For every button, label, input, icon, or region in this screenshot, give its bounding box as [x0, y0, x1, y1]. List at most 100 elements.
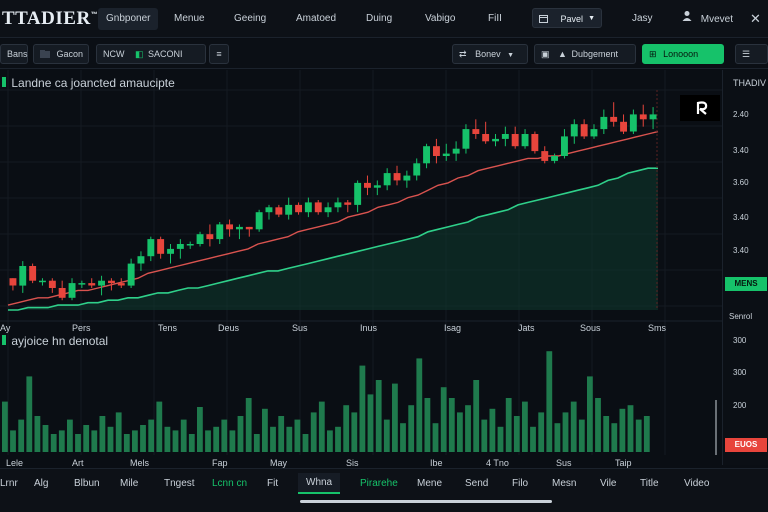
- volume-bar: [278, 416, 285, 452]
- x-label-6: Isag: [444, 323, 462, 333]
- volume-bar: [123, 434, 130, 452]
- nav-user-a[interactable]: Jasy: [632, 13, 653, 24]
- candle-body: [452, 148, 460, 154]
- volume-bar: [156, 401, 163, 452]
- volume-bar: [570, 401, 577, 452]
- nav-item-1[interactable]: Menue: [174, 13, 205, 24]
- bottom-item-10[interactable]: Send: [465, 478, 489, 489]
- close-icon[interactable]: ✕: [750, 11, 761, 26]
- bottom-item-5[interactable]: Lcnn cn: [212, 478, 248, 489]
- volume-bar: [489, 408, 496, 452]
- toolbar-document-label: Dubgement: [571, 49, 618, 59]
- candle-body: [176, 244, 184, 249]
- app-logo[interactable]: TTADIER™: [2, 8, 98, 30]
- bottom-item-8[interactable]: Pirarehe: [360, 478, 398, 489]
- toolbar-list-button[interactable]: ☰: [735, 44, 768, 64]
- volume-bar: [587, 376, 593, 452]
- nav-item-0[interactable]: Gnbponer: [98, 8, 159, 30]
- volume-bar: [262, 408, 268, 452]
- bottom-item-2[interactable]: Blbun: [74, 478, 100, 489]
- candle-body: [304, 202, 312, 213]
- chart-area[interactable]: Landne ca joancted amaucipte ayjoice hn …: [0, 70, 722, 468]
- candle-body: [147, 239, 155, 257]
- nav-item-2[interactable]: Geeing: [234, 13, 267, 24]
- chart-canvas[interactable]: [0, 70, 722, 465]
- bottom-item-0[interactable]: Lrnr: [0, 478, 18, 489]
- bottom-item-14[interactable]: Title: [640, 478, 659, 489]
- x-label-7: Jats: [518, 323, 535, 333]
- candle-body: [433, 146, 440, 156]
- price-level-3: 3.40: [733, 213, 749, 222]
- candle-body: [423, 146, 430, 164]
- volume-bar: [416, 358, 423, 452]
- volume-bar: [75, 434, 81, 452]
- nav-item-4[interactable]: Duing: [366, 13, 393, 24]
- volume-bar: [67, 419, 73, 452]
- toolbar-document-button[interactable]: ▣ ▲ Dubgement: [534, 44, 636, 64]
- symbol-field[interactable]: NCW ◧ SACONI: [96, 44, 206, 64]
- bottom-item-6[interactable]: Fit: [267, 478, 279, 489]
- volume-bar: [546, 351, 553, 452]
- volume-bar: [2, 401, 8, 452]
- volume-bar: [18, 419, 25, 452]
- bottom-item-4[interactable]: Tngest: [164, 478, 195, 489]
- toolbar-bonev-label: Bonev: [475, 49, 501, 59]
- x2-label-7: 4 Tno: [486, 458, 509, 468]
- volume-bar: [465, 405, 471, 452]
- bottom-item-1[interactable]: Alg: [34, 478, 49, 489]
- bottom-item-15[interactable]: Video: [684, 478, 710, 489]
- candle-body: [462, 129, 470, 149]
- bottom-item-13[interactable]: Vile: [600, 478, 617, 489]
- nav-item-3[interactable]: Amatoed: [296, 13, 337, 24]
- r-badge[interactable]: [680, 95, 720, 121]
- price-axis: THADIV 2.40 3.40 3.60 3.40 3.40 MENS Sen…: [722, 70, 768, 465]
- candle-body: [196, 234, 204, 244]
- volume-bar: [497, 426, 504, 452]
- hamburger-menu-icon[interactable]: ≡: [209, 44, 229, 64]
- volume-bar: [408, 405, 415, 452]
- folder-icon: [40, 46, 50, 64]
- volume-bar: [595, 398, 601, 452]
- volume-bar: [91, 430, 98, 452]
- toolbar-gacon[interactable]: Gacon: [33, 44, 89, 64]
- list-icon: ☰: [742, 49, 751, 59]
- volume-bar: [83, 425, 90, 452]
- indicator-level-2: 200: [733, 401, 747, 410]
- volume-bar: [10, 430, 16, 452]
- volume-bar: [448, 398, 455, 452]
- toolbar-bonev-dropdown[interactable]: ⇄ Bonev ▼: [452, 44, 528, 64]
- x-label-5: Inus: [360, 323, 378, 333]
- nav-user-b-label: Mvevet: [700, 13, 734, 25]
- bottom-item-11[interactable]: Filo: [512, 478, 529, 489]
- volume-bar: [538, 412, 545, 452]
- volume-bar: [42, 425, 49, 452]
- volume-bar: [481, 419, 488, 452]
- nav-user-b[interactable]: Mvevet: [682, 8, 733, 30]
- bottom-item-9[interactable]: Mene: [417, 478, 443, 489]
- bottom-item-7[interactable]: Whna: [298, 473, 341, 494]
- symbol-field-left: NCW: [103, 49, 125, 59]
- r-logo-icon: [696, 101, 708, 115]
- bottom-item-12[interactable]: Mesn: [552, 478, 577, 489]
- nav-item-5[interactable]: Vabigo: [425, 13, 456, 24]
- chart-toolbar: Bans Gacon NCW ◧ SACONI ≡ ⇄ Bonev ▼ ▣ ▲ …: [0, 39, 768, 69]
- toolbar-bans[interactable]: Bans: [0, 44, 28, 64]
- volume-bar: [221, 419, 228, 452]
- ma-slow-fill: [8, 168, 658, 310]
- chevron-down-icon: ▼: [588, 15, 595, 22]
- volume-bar: [115, 412, 122, 452]
- x2-label-4: May: [270, 458, 288, 468]
- nav-item-6[interactable]: FiII: [488, 13, 502, 24]
- toolbar-green-button[interactable]: ⊞ Lonooon: [642, 44, 724, 64]
- candle-body: [570, 124, 578, 137]
- volume-bar: [619, 408, 626, 452]
- candle-body: [620, 121, 627, 132]
- volume-bar: [50, 434, 57, 452]
- candle-body: [29, 266, 37, 281]
- bottom-item-3[interactable]: Mile: [120, 478, 139, 489]
- nav-dropdown[interactable]: Pavel ▼: [532, 8, 602, 28]
- candle-body: [561, 136, 568, 156]
- horizontal-scrollbar[interactable]: [300, 500, 552, 503]
- candle-body: [521, 134, 529, 147]
- candle-body: [245, 226, 253, 230]
